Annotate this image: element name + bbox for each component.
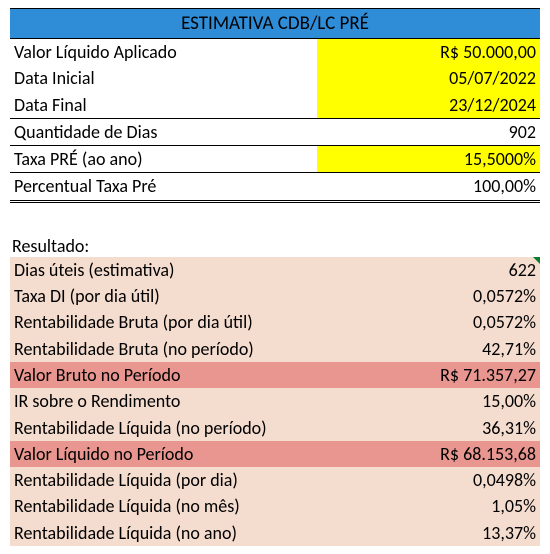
input-value: 23/12/2024 [317, 92, 540, 119]
input-row: Quantidade de Dias902 [10, 118, 540, 145]
result-row: Rentabilidade Líquida (no mês)1,05% [10, 493, 540, 519]
input-label: Quantidade de Dias [10, 118, 317, 145]
input-label: Data Final [10, 92, 317, 119]
result-section-label: Resultado: [10, 235, 540, 257]
result-value: 0,0498% [355, 467, 541, 493]
result-value: R$ 68.153,68 [355, 441, 541, 467]
results-table: Dias úteis (estimativa)622Taxa DI (por d… [10, 257, 540, 546]
inputs-table: Valor Líquido AplicadoR$ 50.000,00Data I… [10, 39, 540, 203]
result-label: Rentabilidade Líquida (no mês) [10, 493, 355, 519]
input-row: Data Inicial05/07/2022 [10, 65, 540, 91]
result-value: 622 [355, 257, 541, 283]
result-label: Rentabilidade Líquida (por dia) [10, 467, 355, 493]
result-label: Rentabilidade Bruta (no período) [10, 336, 355, 362]
input-row: Percentual Taxa Pré100,00% [10, 173, 540, 201]
result-label: Dias úteis (estimativa) [10, 257, 355, 283]
result-value: 0,0572% [355, 309, 541, 335]
input-row: Valor Líquido AplicadoR$ 50.000,00 [10, 39, 540, 65]
result-label: Taxa DI (por dia útil) [10, 283, 355, 309]
result-value: R$ 71.357,27 [355, 362, 541, 388]
input-label: Valor Líquido Aplicado [10, 39, 317, 65]
input-label: Data Inicial [10, 65, 317, 91]
result-value: 0,0572% [355, 283, 541, 309]
page-title: ESTIMATIVA CDB/LC PRÉ [10, 8, 540, 39]
result-value: 36,31% [355, 415, 541, 441]
result-row: Rentabilidade Líquida (no ano)13,37% [10, 520, 540, 546]
input-value: 05/07/2022 [317, 65, 540, 91]
result-value: 13,37% [355, 520, 541, 546]
result-value: 15,00% [355, 388, 541, 414]
result-label: Valor Líquido no Período [10, 441, 355, 467]
cell-indicator-icon [533, 257, 540, 264]
input-value: 100,00% [317, 173, 540, 201]
input-row: Data Final23/12/2024 [10, 92, 540, 119]
result-label: IR sobre o Rendimento [10, 388, 355, 414]
result-label: Rentabilidade Bruta (por dia útil) [10, 309, 355, 335]
result-row: Rentabilidade Bruta (por dia útil)0,0572… [10, 309, 540, 335]
result-row: Rentabilidade Líquida (no período)36,31% [10, 415, 540, 441]
result-row: Rentabilidade Bruta (no período)42,71% [10, 336, 540, 362]
result-row: Dias úteis (estimativa)622 [10, 257, 540, 283]
input-value: 902 [317, 118, 540, 145]
result-value: 42,71% [355, 336, 541, 362]
result-label: Rentabilidade Líquida (no período) [10, 415, 355, 441]
result-label: Valor Bruto no Período [10, 362, 355, 388]
input-row: Taxa PRÉ (ao ano)15,5000% [10, 146, 540, 173]
input-label: Taxa PRÉ (ao ano) [10, 146, 317, 173]
input-value: R$ 50.000,00 [317, 39, 540, 65]
result-label: Rentabilidade Líquida (no ano) [10, 520, 355, 546]
result-row: IR sobre o Rendimento15,00% [10, 388, 540, 414]
result-value: 1,05% [355, 493, 541, 519]
result-row: Taxa DI (por dia útil)0,0572% [10, 283, 540, 309]
result-row: Rentabilidade Líquida (por dia)0,0498% [10, 467, 540, 493]
input-label: Percentual Taxa Pré [10, 173, 317, 201]
result-row: Valor Líquido no PeríodoR$ 68.153,68 [10, 441, 540, 467]
result-row: Valor Bruto no PeríodoR$ 71.357,27 [10, 362, 540, 388]
input-value: 15,5000% [317, 146, 540, 173]
